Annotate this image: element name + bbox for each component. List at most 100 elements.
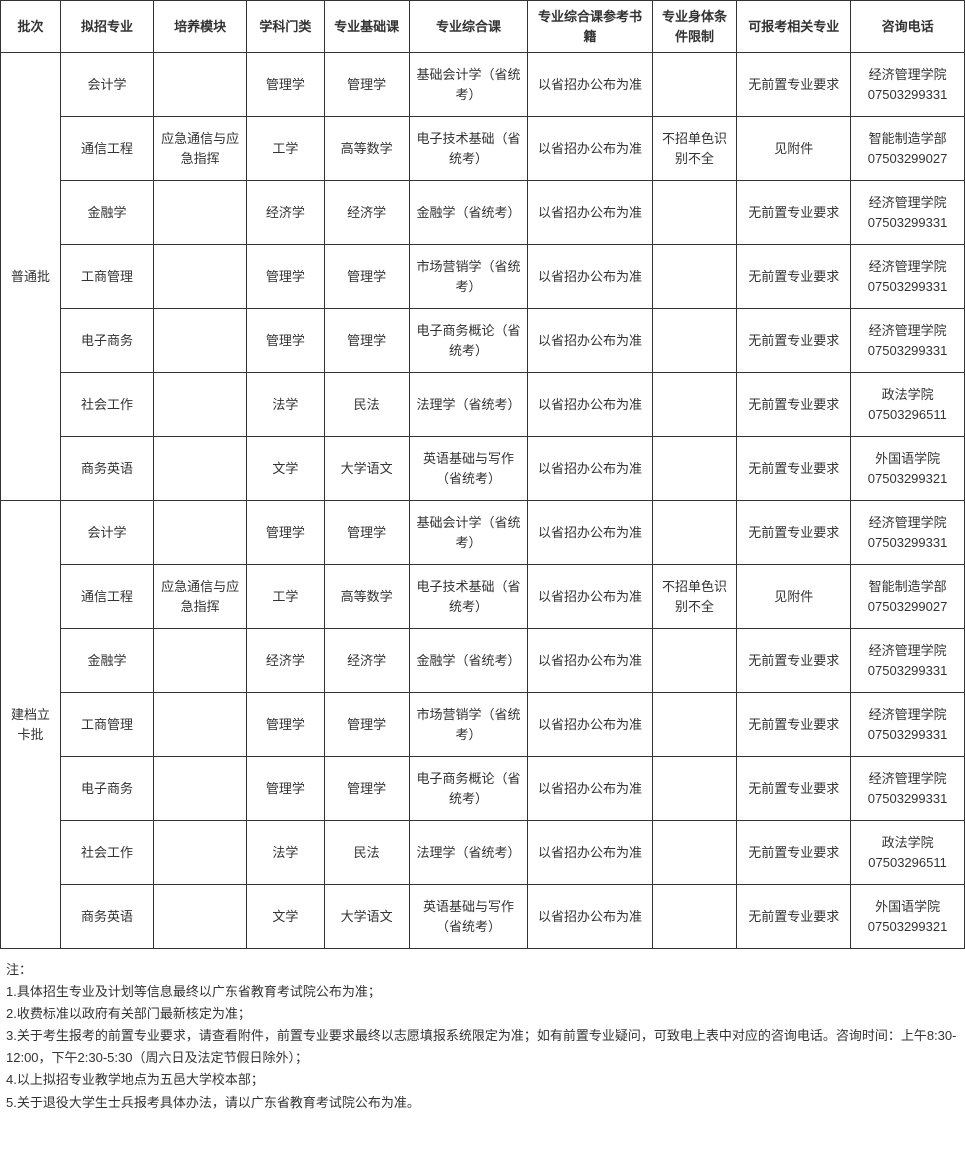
cell-eligible: 无前置专业要求 <box>737 245 851 309</box>
col-header-5: 专业综合课 <box>409 1 528 53</box>
cell-discipline: 管理学 <box>247 757 325 821</box>
table-row: 商务英语文学大学语文英语基础与写作（省统考）以省招办公布为准无前置专业要求外国语… <box>1 885 965 949</box>
cell-comp: 法理学（省统考） <box>409 821 528 885</box>
cell-major: 电子商务 <box>60 309 153 373</box>
cell-physical <box>652 757 737 821</box>
cell-phone: 经济管理学院07503299331 <box>851 501 965 565</box>
cell-basic: 管理学 <box>324 501 409 565</box>
cell-basic: 管理学 <box>324 693 409 757</box>
cell-physical <box>652 821 737 885</box>
cell-module: 应急通信与应急指挥 <box>154 565 247 629</box>
cell-comp: 电子技术基础（省统考） <box>409 565 528 629</box>
cell-physical <box>652 245 737 309</box>
col-header-6: 专业综合课参考书籍 <box>528 1 652 53</box>
cell-discipline: 管理学 <box>247 501 325 565</box>
cell-module <box>154 757 247 821</box>
cell-phone: 外国语学院07503299321 <box>851 437 965 501</box>
cell-major: 工商管理 <box>60 245 153 309</box>
cell-ref: 以省招办公布为准 <box>528 565 652 629</box>
cell-module <box>154 885 247 949</box>
footnote-item: 3.关于考生报考的前置专业要求，请查看附件，前置专业要求最终以志愿填报系统限定为… <box>6 1025 959 1069</box>
col-header-7: 专业身体条件限制 <box>652 1 737 53</box>
footnote-item: 1.具体招生专业及计划等信息最终以广东省教育考试院公布为准； <box>6 981 959 1003</box>
cell-discipline: 管理学 <box>247 309 325 373</box>
cell-physical <box>652 501 737 565</box>
cell-basic: 管理学 <box>324 53 409 117</box>
cell-physical: 不招单色识别不全 <box>652 565 737 629</box>
table-header-row: 批次拟招专业培养模块学科门类专业基础课专业综合课专业综合课参考书籍专业身体条件限… <box>1 1 965 53</box>
cell-basic: 高等数学 <box>324 117 409 181</box>
footnotes: 注： 1.具体招生专业及计划等信息最终以广东省教育考试院公布为准；2.收费标准以… <box>0 949 965 1120</box>
cell-major: 通信工程 <box>60 565 153 629</box>
cell-ref: 以省招办公布为准 <box>528 629 652 693</box>
footnote-item: 4.以上拟招专业教学地点为五邑大学校本部； <box>6 1069 959 1091</box>
cell-eligible: 无前置专业要求 <box>737 885 851 949</box>
cell-comp: 英语基础与写作（省统考） <box>409 437 528 501</box>
col-header-2: 培养模块 <box>154 1 247 53</box>
table-row: 社会工作法学民法法理学（省统考）以省招办公布为准无前置专业要求政法学院07503… <box>1 373 965 437</box>
cell-eligible: 无前置专业要求 <box>737 373 851 437</box>
table-row: 金融学经济学经济学金融学（省统考）以省招办公布为准无前置专业要求经济管理学院07… <box>1 181 965 245</box>
cell-ref: 以省招办公布为准 <box>528 501 652 565</box>
cell-discipline: 经济学 <box>247 629 325 693</box>
cell-module: 应急通信与应急指挥 <box>154 117 247 181</box>
cell-module <box>154 309 247 373</box>
cell-ref: 以省招办公布为准 <box>528 437 652 501</box>
table-body: 普通批会计学管理学管理学基础会计学（省统考）以省招办公布为准无前置专业要求经济管… <box>1 53 965 949</box>
cell-basic: 高等数学 <box>324 565 409 629</box>
cell-eligible: 见附件 <box>737 117 851 181</box>
table-row: 建档立卡批会计学管理学管理学基础会计学（省统考）以省招办公布为准无前置专业要求经… <box>1 501 965 565</box>
cell-physical: 不招单色识别不全 <box>652 117 737 181</box>
cell-major: 金融学 <box>60 181 153 245</box>
cell-basic: 民法 <box>324 373 409 437</box>
cell-ref: 以省招办公布为准 <box>528 693 652 757</box>
cell-major: 会计学 <box>60 53 153 117</box>
cell-eligible: 无前置专业要求 <box>737 757 851 821</box>
cell-discipline: 文学 <box>247 437 325 501</box>
cell-major: 通信工程 <box>60 117 153 181</box>
cell-physical <box>652 181 737 245</box>
cell-discipline: 工学 <box>247 565 325 629</box>
cell-eligible: 见附件 <box>737 565 851 629</box>
cell-discipline: 文学 <box>247 885 325 949</box>
cell-comp: 电子商务概论（省统考） <box>409 309 528 373</box>
table-row: 通信工程应急通信与应急指挥工学高等数学电子技术基础（省统考）以省招办公布为准不招… <box>1 565 965 629</box>
cell-major: 商务英语 <box>60 437 153 501</box>
cell-phone: 智能制造学部07503299027 <box>851 117 965 181</box>
cell-phone: 经济管理学院07503299331 <box>851 693 965 757</box>
cell-major: 社会工作 <box>60 821 153 885</box>
cell-eligible: 无前置专业要求 <box>737 501 851 565</box>
cell-eligible: 无前置专业要求 <box>737 437 851 501</box>
col-header-8: 可报考相关专业 <box>737 1 851 53</box>
cell-physical <box>652 885 737 949</box>
cell-eligible: 无前置专业要求 <box>737 53 851 117</box>
cell-basic: 经济学 <box>324 629 409 693</box>
cell-eligible: 无前置专业要求 <box>737 693 851 757</box>
cell-basic: 管理学 <box>324 757 409 821</box>
col-header-1: 拟招专业 <box>60 1 153 53</box>
cell-module <box>154 373 247 437</box>
cell-comp: 市场营销学（省统考） <box>409 245 528 309</box>
cell-phone: 外国语学院07503299321 <box>851 885 965 949</box>
cell-discipline: 经济学 <box>247 181 325 245</box>
cell-ref: 以省招办公布为准 <box>528 309 652 373</box>
cell-phone: 经济管理学院07503299331 <box>851 245 965 309</box>
cell-ref: 以省招办公布为准 <box>528 821 652 885</box>
cell-module <box>154 501 247 565</box>
cell-ref: 以省招办公布为准 <box>528 373 652 437</box>
cell-comp: 市场营销学（省统考） <box>409 693 528 757</box>
cell-physical <box>652 629 737 693</box>
cell-phone: 经济管理学院07503299331 <box>851 181 965 245</box>
cell-phone: 政法学院07503296511 <box>851 821 965 885</box>
cell-discipline: 管理学 <box>247 245 325 309</box>
col-header-0: 批次 <box>1 1 61 53</box>
cell-basic: 管理学 <box>324 245 409 309</box>
cell-comp: 法理学（省统考） <box>409 373 528 437</box>
footnote-item: 2.收费标准以政府有关部门最新核定为准； <box>6 1003 959 1025</box>
batch-cell: 普通批 <box>1 53 61 501</box>
cell-discipline: 法学 <box>247 821 325 885</box>
cell-module <box>154 629 247 693</box>
admissions-table: 批次拟招专业培养模块学科门类专业基础课专业综合课专业综合课参考书籍专业身体条件限… <box>0 0 965 949</box>
cell-ref: 以省招办公布为准 <box>528 53 652 117</box>
cell-eligible: 无前置专业要求 <box>737 629 851 693</box>
